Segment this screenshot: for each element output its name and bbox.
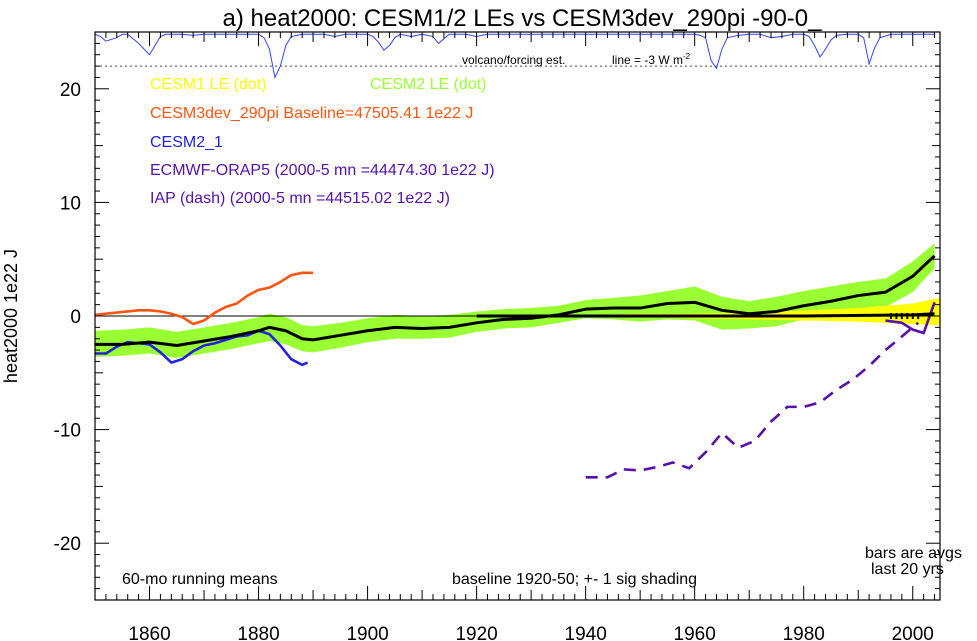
series-layer — [94, 254, 936, 479]
legend-cesm2-1: CESM2_1 — [150, 134, 223, 151]
line-cesm1_mean — [476, 312, 935, 318]
legend-orap5: ECMWF-ORAP5 (2000-5 mn =44474.30 1e22 J) — [150, 162, 495, 179]
volcano-line-label-text: line = -3 W m — [612, 53, 683, 67]
x-tick-label: 1900 — [346, 624, 388, 641]
x-tick-label: 1960 — [674, 624, 716, 641]
x-tick-label: 1940 — [565, 624, 607, 641]
y-tick-label: 10 — [60, 193, 81, 214]
line-cesm2_mean — [95, 254, 936, 348]
legend-cesm1: CESM1 LE (dot) — [150, 76, 266, 93]
y-tick-label: -20 — [54, 534, 81, 555]
y-tick-label: 0 — [70, 307, 81, 328]
legend-cesm2: CESM2 LE (dot) — [370, 76, 486, 93]
volcano-layer — [94, 33, 940, 80]
line-orap5 — [885, 301, 936, 335]
bars-note-2: last 20 yrs — [871, 561, 944, 578]
bars-note-1: bars are avgs — [865, 545, 962, 562]
x-tick-label: 1920 — [455, 624, 497, 641]
axes-layer: 1860 1880 1900 1920 1940 1960 1980 2000 -20 -10 0 1… — [54, 31, 941, 641]
band-cesm2_band — [95, 243, 935, 359]
volcano-forcing-curve — [94, 33, 935, 80]
line-iap — [585, 321, 920, 479]
line-cesm3dev — [94, 271, 314, 326]
legend-iap: IAP (dash) (2000-5 mn =44515.02 1e22 J) — [150, 190, 450, 207]
x-tick-label: 1860 — [128, 624, 170, 641]
x-tick-label: 1880 — [237, 624, 279, 641]
running-mean-note: 60-mo running means — [122, 571, 278, 588]
chart-title: a) heat2000: CESM1/2 LEs vs CESM3dev_290… — [222, 5, 822, 32]
baseline-note: baseline 1920-50; +- 1 sig shading — [452, 571, 697, 588]
volcano-label: volcano/forcing est. — [462, 53, 565, 67]
volcano-line-label-sup: -2 — [683, 52, 691, 61]
y-axis-label: heat2000 1e22 J — [1, 249, 21, 383]
volcano-line-label: line = -3 W m-2 — [612, 52, 691, 67]
shading-layer — [95, 243, 940, 359]
y-tick-label: 20 — [60, 80, 81, 101]
legend-cesm3dev: CESM3dev_290pi Baseline=47505.41 1e22 J — [150, 105, 473, 122]
y-tick-label: -10 — [54, 421, 81, 442]
x-tick-label: 2000 — [892, 624, 934, 641]
x-tick-label: 1980 — [783, 624, 825, 641]
band-cesm1_band — [476, 297, 940, 326]
